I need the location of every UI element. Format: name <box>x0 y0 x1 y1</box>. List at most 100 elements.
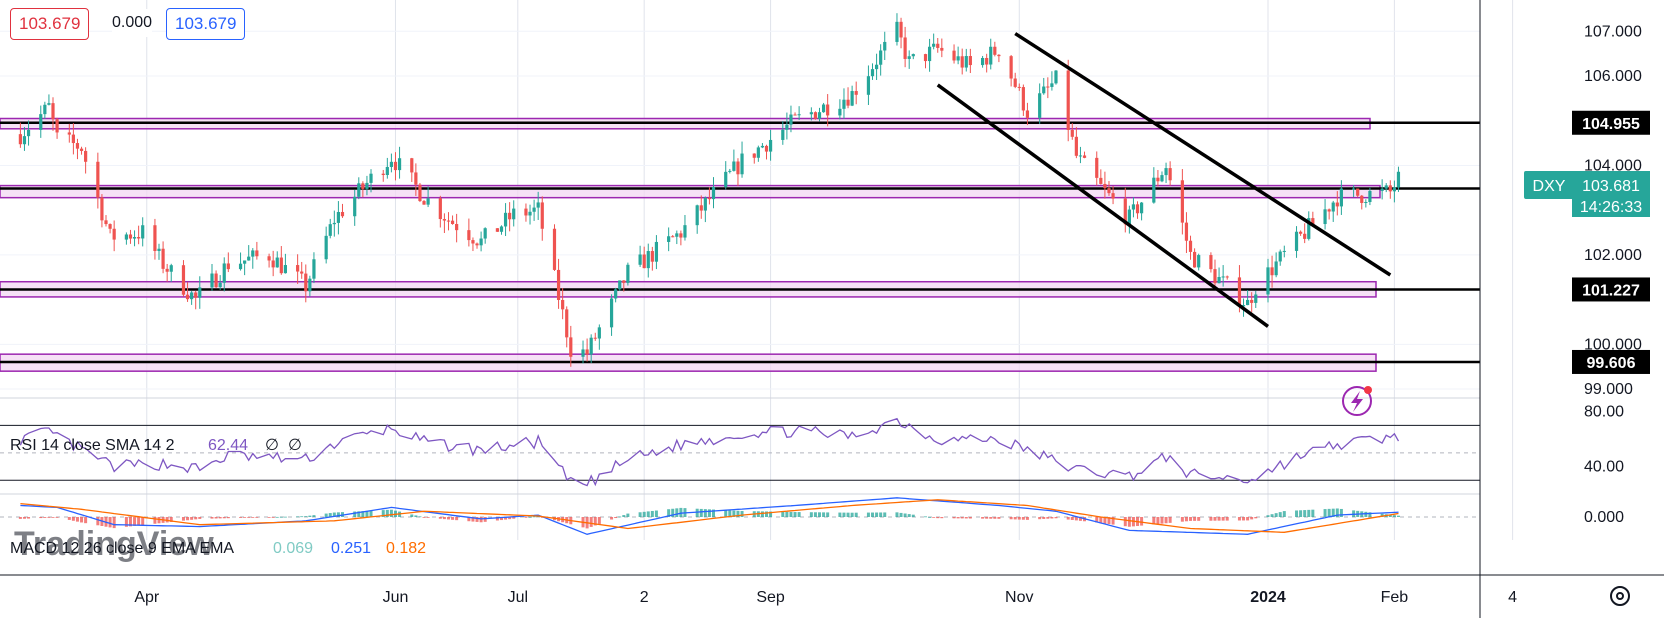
candle-body <box>1364 202 1368 204</box>
time-axis-tick: Feb <box>1381 589 1409 606</box>
candle-body <box>960 56 964 68</box>
ask-price-box[interactable]: 103.679 <box>166 8 246 40</box>
macd-hist-bar <box>495 517 499 521</box>
time-axis-tick: 2024 <box>1250 589 1286 606</box>
candle-body <box>732 161 736 171</box>
macd-hist-bar <box>1111 517 1115 525</box>
macd-hist-bar <box>1213 517 1217 521</box>
gear-icon[interactable] <box>1610 586 1630 606</box>
macd-hist-bar <box>838 512 842 517</box>
macd-hist-bar <box>1217 517 1221 521</box>
candle-body <box>190 292 194 300</box>
time-axis-tick: 2 <box>640 589 649 606</box>
candle-body <box>817 112 822 119</box>
macd-hist-bar <box>1021 517 1025 520</box>
candle-body <box>1209 255 1213 270</box>
support-resistance-zones[interactable] <box>0 117 1480 372</box>
macd-hist-bar <box>1123 517 1127 527</box>
candle-body <box>532 207 536 212</box>
candle-body <box>1299 231 1303 234</box>
candle-body <box>923 54 928 62</box>
macd-hist-bar <box>1335 508 1339 517</box>
candle-body <box>1082 155 1087 158</box>
candle-body <box>1327 209 1331 212</box>
candle-body <box>1152 177 1156 203</box>
candle-body <box>764 145 769 152</box>
channel-line <box>1014 32 1392 277</box>
candle-body <box>181 265 186 295</box>
macd-hist-bar <box>190 517 194 520</box>
macd-hist-bar <box>1274 513 1278 517</box>
lightning-alert-icon[interactable] <box>1342 386 1372 416</box>
candle-body <box>393 161 398 171</box>
macd-hist-bar <box>964 517 968 519</box>
macd-hist-bar <box>1095 517 1099 523</box>
macd-hist-bar <box>446 517 450 520</box>
candle-body <box>1221 276 1225 278</box>
macd-hist-bar <box>1270 514 1274 517</box>
candle-body <box>850 91 854 106</box>
macd-hist-bar <box>1327 508 1331 517</box>
candle-body <box>267 256 271 261</box>
level-tag-bg <box>1572 349 1650 374</box>
candle-body <box>1392 187 1396 192</box>
candle-body <box>895 21 899 42</box>
macd-hist-bar <box>1103 517 1107 524</box>
macd-hist-bar <box>353 511 357 517</box>
macd-hist-bar <box>911 514 915 517</box>
bid-price-box[interactable]: 103.679 <box>10 8 90 40</box>
macd-hist-bar <box>389 509 393 517</box>
candle-body <box>728 170 732 172</box>
candle-body <box>1074 136 1078 156</box>
macd-hist-bar <box>985 517 989 519</box>
candle-body <box>593 337 597 339</box>
macd-hist-bar <box>854 512 858 517</box>
candle-body <box>255 250 259 257</box>
macd-hist-bar <box>414 515 418 517</box>
macd-hist-bar <box>528 516 532 518</box>
macd-hist-bar <box>842 512 846 517</box>
candle-body <box>1160 175 1164 182</box>
candle-body <box>1294 231 1299 251</box>
candle-body <box>785 124 789 130</box>
candle-body <box>1099 177 1103 184</box>
candle-body <box>271 260 275 268</box>
candle-body <box>1021 87 1025 111</box>
candle-body <box>185 294 190 300</box>
macd-hist-bar <box>1160 517 1164 524</box>
candle-body <box>903 37 907 59</box>
candle-body <box>79 148 84 151</box>
macd-hist-bar <box>80 517 84 523</box>
candle-body <box>528 211 532 216</box>
macd-hist-bar <box>1193 517 1197 521</box>
macd-hist-bar <box>1250 517 1254 520</box>
candle-body <box>797 114 801 116</box>
trend-channel[interactable] <box>936 32 1392 328</box>
macd-hist-bar <box>165 517 169 523</box>
macd-hist-bar <box>769 511 773 517</box>
time-axis-tick: 4 <box>1508 589 1517 606</box>
macd-hist-bar <box>1042 517 1046 519</box>
macd-hist-bar <box>328 513 332 517</box>
candle-body <box>503 212 508 227</box>
macd-hist-bar <box>455 517 459 521</box>
rsi-pane <box>0 417 1480 487</box>
candle-body <box>361 183 365 189</box>
macd-hist-bar <box>369 510 373 517</box>
macd-hist-bar <box>593 517 597 526</box>
macd-hist-bar <box>642 511 646 517</box>
candle-body <box>161 248 165 269</box>
candle-body <box>1282 250 1286 252</box>
macd-hist-bar <box>736 510 740 517</box>
macd-hist-bar <box>1209 517 1213 521</box>
macd-hist-bar <box>1368 512 1372 517</box>
candle-body <box>1237 277 1242 307</box>
candle-body <box>1388 185 1392 192</box>
macd-axis-tick: 0.000 <box>1584 509 1624 526</box>
candle-body <box>597 327 601 339</box>
macd-hist-bar <box>936 517 940 519</box>
candle-body <box>911 54 915 57</box>
price-axis-tick: 104.000 <box>1584 157 1642 174</box>
